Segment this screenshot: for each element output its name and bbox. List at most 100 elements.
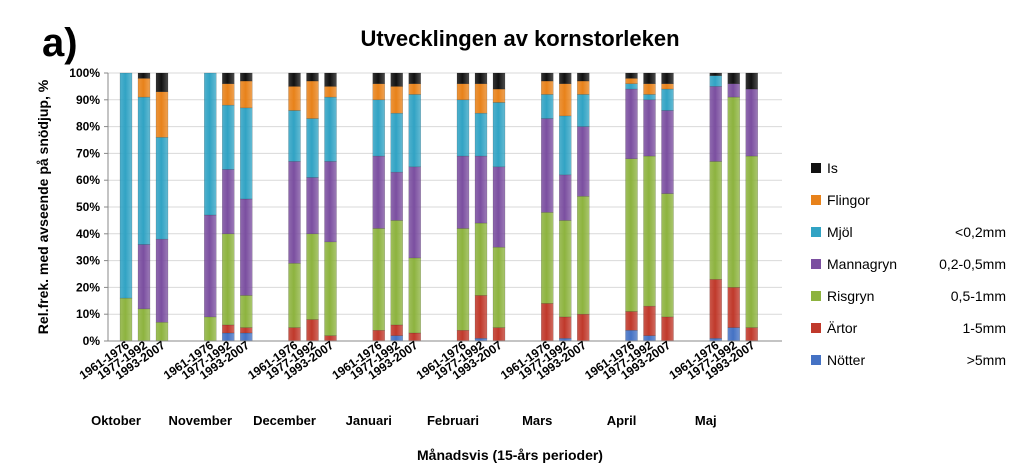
bar-segment — [222, 233, 235, 326]
month-label: Februari — [427, 413, 479, 428]
month-label: Januari — [346, 413, 392, 428]
y-tick-label: 100% — [69, 66, 100, 80]
y-tick-label: 20% — [76, 280, 100, 294]
bar-segment — [661, 316, 674, 342]
bar-segment — [577, 196, 590, 315]
bar-segment — [306, 319, 319, 342]
bar-segment — [240, 72, 253, 82]
bar-segment — [456, 155, 470, 229]
bar-segment — [155, 137, 169, 240]
bar-segment — [390, 171, 403, 221]
legend-swatch — [811, 291, 821, 301]
bar-segment — [559, 220, 572, 318]
legend-label: Ärtor — [827, 320, 858, 336]
month-label: Oktober — [91, 413, 141, 428]
bar-segment — [390, 220, 403, 326]
chart-title: Utvecklingen av kornstorleken — [360, 26, 679, 51]
bar-segment — [137, 96, 151, 245]
bar-segment — [408, 257, 421, 334]
bar-segment — [137, 72, 151, 79]
bar-segment — [577, 80, 590, 95]
y-axis-label: Rel.frek. med avseende på snödjup, % — [35, 79, 51, 334]
bar-segment — [474, 72, 488, 84]
bar-segment — [204, 316, 217, 342]
legend-label: Mannagryn — [827, 256, 897, 272]
bar-segment — [288, 161, 301, 264]
bar-segment — [625, 72, 638, 79]
bar-segment — [222, 83, 235, 106]
bar-segment — [745, 88, 758, 157]
month-label: April — [607, 413, 637, 428]
bar-segment — [288, 263, 301, 328]
bar-segment — [390, 86, 403, 114]
bar-segment — [306, 72, 319, 82]
bar-segment — [372, 83, 385, 101]
bar-segment — [456, 72, 470, 84]
bar-segment — [577, 72, 590, 82]
bar-segment — [643, 94, 656, 101]
bar-segment — [643, 72, 656, 84]
month-label: December — [253, 413, 316, 428]
bar-segment — [474, 295, 488, 339]
y-tick-label: 80% — [76, 120, 100, 134]
bar-segment — [492, 72, 506, 90]
bar-segment — [390, 72, 403, 87]
bar-segment — [306, 80, 319, 119]
bar-segment — [661, 110, 674, 194]
x-axis-label: Månadsvis (15-års perioder) — [417, 447, 603, 463]
legend-size: 1-5mm — [962, 320, 1006, 336]
bar-segment — [577, 126, 590, 197]
legend-label: Flingor — [827, 192, 870, 208]
bar-segment — [541, 118, 554, 213]
legend-swatch — [811, 323, 821, 333]
bar-segment — [709, 86, 722, 162]
y-tick-label: 90% — [76, 93, 100, 107]
month-label: November — [168, 413, 232, 428]
y-tick-label: 40% — [76, 227, 100, 241]
bar-segment — [559, 174, 572, 221]
bar-segment — [155, 72, 169, 93]
legend-swatch — [811, 163, 821, 173]
panel-label: a) — [42, 21, 78, 65]
bar-segment — [577, 313, 590, 342]
bar-segment — [408, 83, 421, 95]
bar-segment — [306, 177, 319, 235]
bar-segment — [240, 198, 253, 296]
bar-segment — [240, 327, 253, 334]
bar-segment — [456, 83, 470, 101]
bar-segment — [137, 308, 151, 342]
bar-segment — [137, 78, 151, 98]
bar-segment — [559, 316, 572, 339]
bar-segment — [474, 222, 488, 296]
y-tick-label: 0% — [83, 334, 101, 348]
bar-segment — [541, 72, 554, 82]
bar-segment — [222, 104, 235, 170]
bar-segment — [709, 279, 722, 339]
legend-label: Mjöl — [827, 224, 853, 240]
legend-swatch — [811, 259, 821, 269]
bar-segment — [643, 155, 656, 307]
bar-segment — [408, 94, 421, 168]
bar-segment — [625, 158, 638, 312]
legend-label: Risgryn — [827, 288, 874, 304]
bar-segment — [625, 88, 638, 160]
bar-segment — [709, 75, 722, 87]
bar-segment — [727, 72, 740, 84]
bar-segment — [324, 72, 337, 87]
bar-segment — [306, 233, 319, 320]
bar-segment — [119, 72, 133, 299]
bar-segment — [288, 72, 301, 87]
bar-segment — [559, 83, 572, 117]
bar-segment — [661, 193, 674, 318]
bar-segment — [390, 324, 403, 336]
legend-size: <0,2mm — [955, 224, 1006, 240]
bar-segment — [492, 166, 506, 248]
bar-segment — [661, 83, 674, 90]
bar-segment — [372, 72, 385, 84]
legend-label: Nötter — [827, 352, 865, 368]
bar-segment — [559, 72, 572, 84]
bar-segment — [155, 238, 169, 323]
bar-segment — [240, 295, 253, 328]
bar-segment — [204, 72, 217, 216]
bar-segment — [625, 83, 638, 90]
